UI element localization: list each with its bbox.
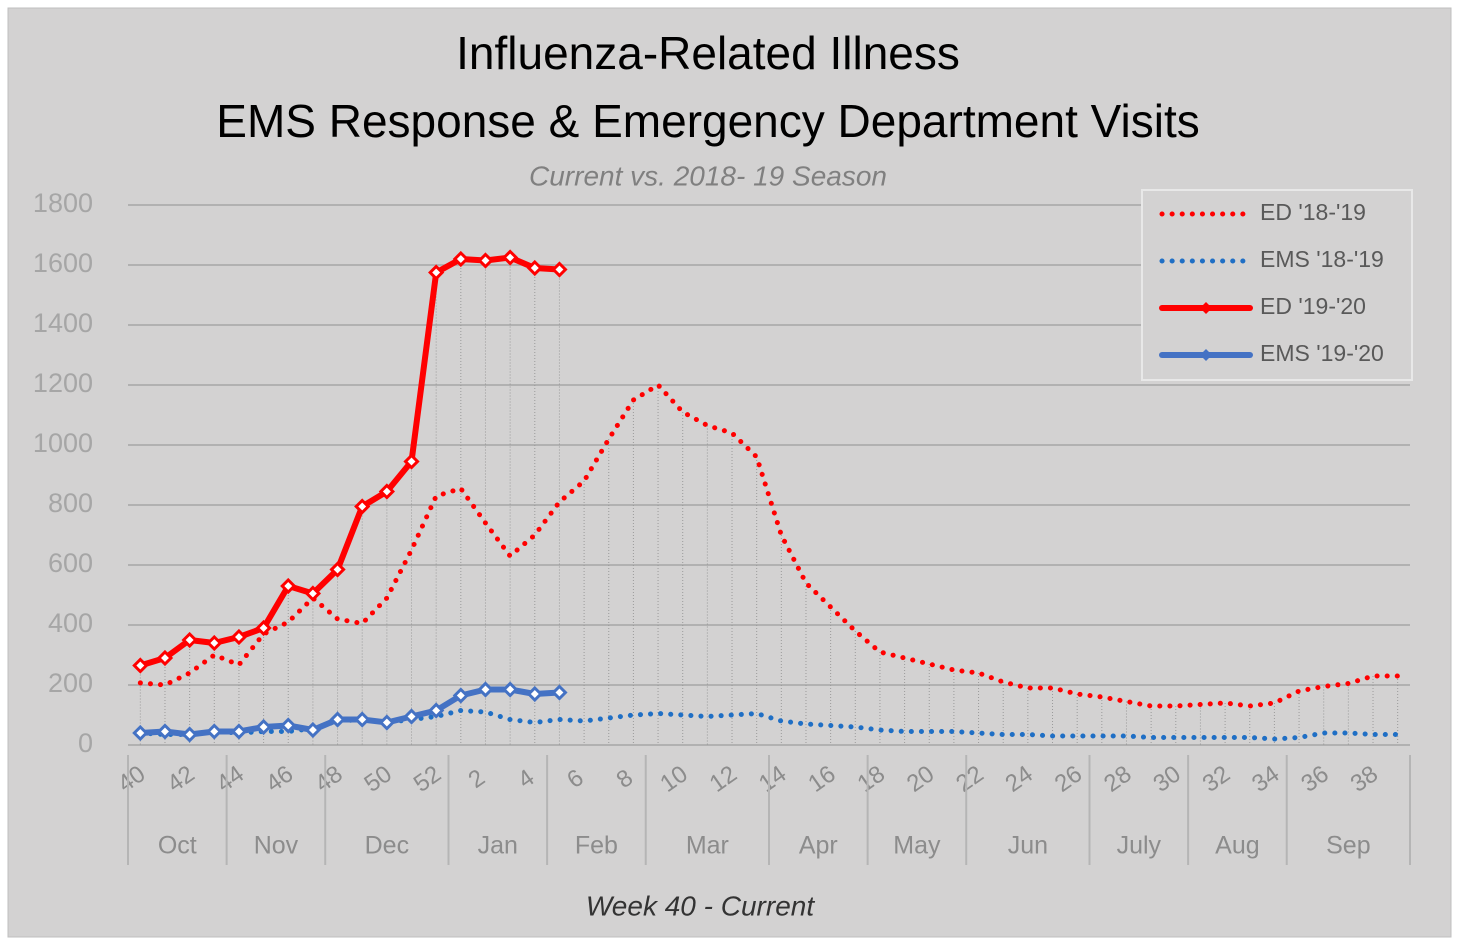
legend-label: EMS '18-'19 bbox=[1260, 246, 1384, 272]
chart-area bbox=[7, 7, 1452, 938]
point-marker bbox=[206, 723, 223, 740]
point-marker bbox=[502, 681, 519, 698]
month-label: July bbox=[1117, 832, 1162, 860]
series-line bbox=[137, 382, 1401, 709]
chart-subtitle: EMS Response & Emergency Department Visi… bbox=[216, 95, 1199, 147]
point-marker bbox=[255, 619, 272, 637]
point-marker bbox=[477, 252, 494, 269]
y-tick-label: 800 bbox=[48, 488, 93, 518]
point-marker bbox=[354, 711, 371, 728]
point-marker bbox=[354, 498, 371, 515]
point-marker bbox=[378, 483, 395, 500]
legend-label: ED '19-'20 bbox=[1260, 293, 1366, 319]
point-marker bbox=[280, 717, 297, 734]
month-label: Jan bbox=[478, 832, 518, 860]
point-marker bbox=[526, 685, 543, 703]
point-marker bbox=[132, 724, 149, 742]
point-marker bbox=[230, 723, 248, 740]
point-marker bbox=[304, 585, 322, 602]
point-marker bbox=[403, 453, 420, 470]
point-marker bbox=[428, 702, 445, 719]
point-marker bbox=[329, 711, 346, 728]
y-tick-label: 200 bbox=[48, 668, 93, 698]
point-marker bbox=[206, 634, 223, 652]
y-tick-label: 1400 bbox=[33, 308, 93, 338]
point-marker bbox=[403, 708, 420, 725]
point-marker bbox=[255, 718, 272, 736]
month-label: Apr bbox=[799, 832, 838, 860]
point-marker bbox=[230, 628, 248, 646]
y-tick-label: 1000 bbox=[33, 428, 93, 458]
month-label: May bbox=[893, 832, 941, 860]
y-tick-label: 600 bbox=[48, 548, 93, 578]
month-label: Aug bbox=[1215, 832, 1259, 860]
point-marker bbox=[378, 714, 395, 731]
month-label: Nov bbox=[254, 832, 299, 860]
legend-label: ED '18-'19 bbox=[1260, 199, 1366, 225]
point-marker bbox=[452, 250, 469, 268]
legend-marker bbox=[1200, 349, 1212, 361]
y-tick-label: 1600 bbox=[33, 248, 93, 278]
legend-box bbox=[1141, 189, 1413, 381]
point-marker bbox=[502, 249, 519, 266]
point-marker bbox=[304, 721, 322, 739]
point-marker bbox=[156, 649, 174, 667]
month-label: Feb bbox=[575, 832, 618, 860]
month-label: Dec bbox=[365, 832, 409, 860]
chart-subtitle-2: Current vs. 2018- 19 Season bbox=[529, 160, 887, 191]
x-axis-title: Week 40 - Current bbox=[586, 890, 815, 921]
point-marker bbox=[181, 631, 198, 649]
point-marker bbox=[428, 264, 445, 281]
chart-title: Influenza-Related Illness bbox=[456, 27, 960, 79]
point-marker bbox=[181, 726, 198, 743]
point-marker bbox=[280, 577, 297, 595]
legend-label: EMS '19-'20 bbox=[1260, 340, 1384, 366]
y-tick-label: 400 bbox=[48, 608, 93, 638]
y-tick-label: 1200 bbox=[33, 368, 93, 398]
legend-marker bbox=[1200, 302, 1212, 314]
y-tick-label: 0 bbox=[78, 728, 93, 758]
month-label: Oct bbox=[158, 832, 197, 860]
point-marker bbox=[551, 261, 568, 278]
point-marker bbox=[156, 723, 174, 740]
point-marker bbox=[452, 687, 469, 704]
month-label: Jun bbox=[1008, 832, 1048, 860]
point-marker bbox=[329, 561, 346, 578]
month-label: Sep bbox=[1326, 832, 1370, 860]
month-label: Mar bbox=[686, 832, 729, 860]
point-marker bbox=[477, 681, 494, 698]
point-marker bbox=[132, 657, 149, 674]
point-marker bbox=[551, 684, 568, 701]
y-tick-label: 1800 bbox=[33, 188, 93, 218]
point-marker bbox=[526, 259, 543, 277]
